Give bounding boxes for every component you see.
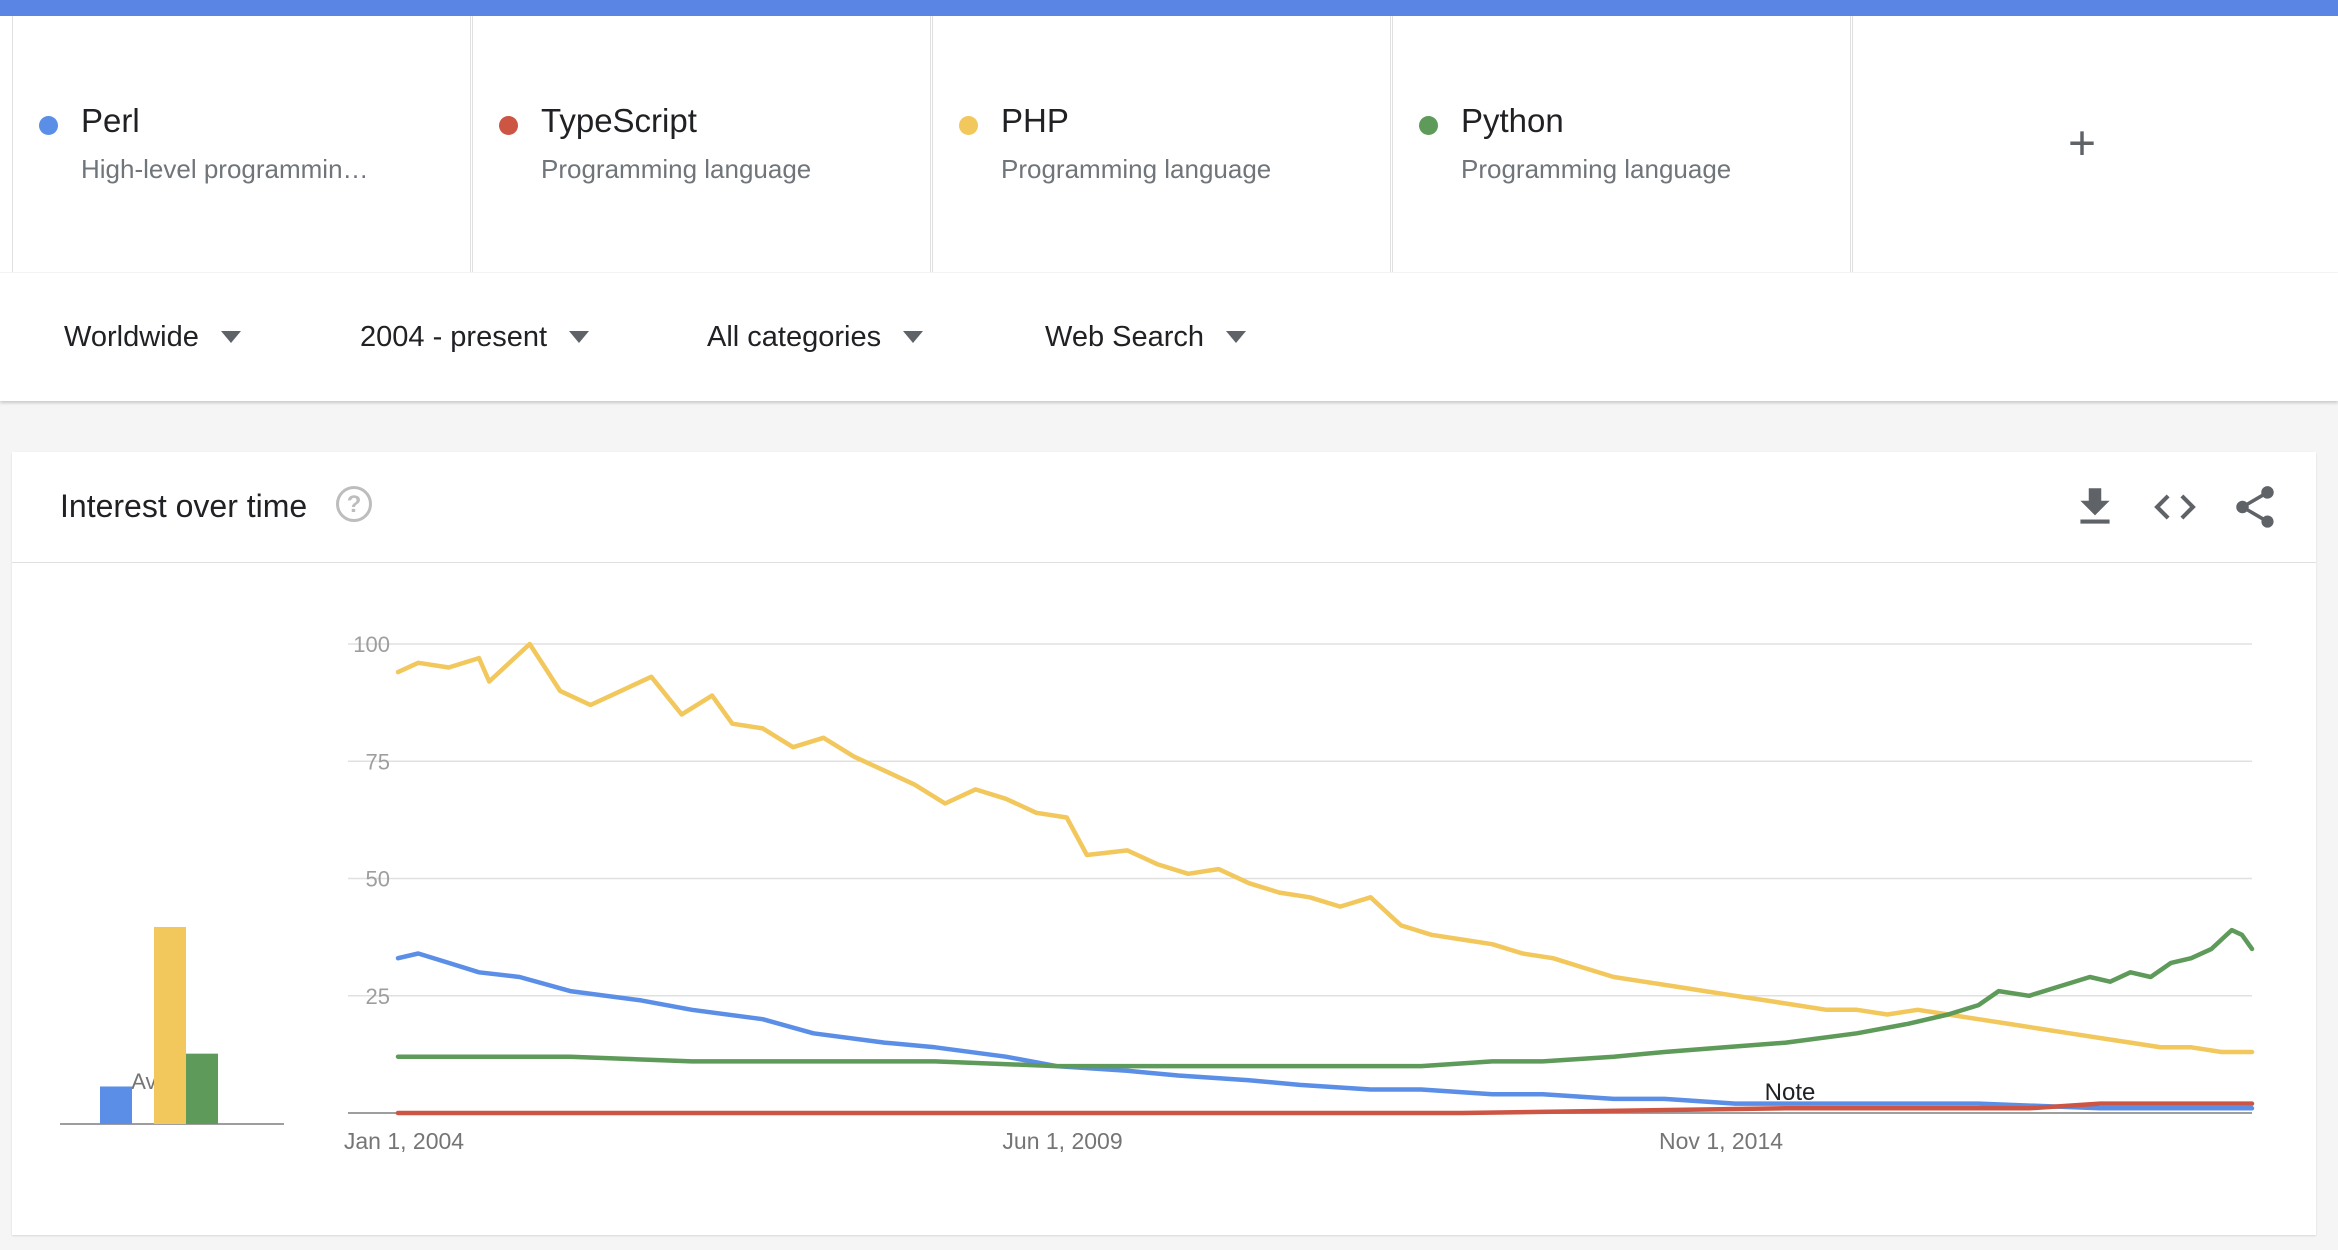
term-card-perl[interactable]: Perl High-level programmin… xyxy=(12,16,471,272)
term-description: High-level programmin… xyxy=(81,154,369,184)
card-title: Interest over time xyxy=(60,488,308,524)
term-description: Programming language xyxy=(541,154,812,184)
filter-label: All categories xyxy=(707,320,882,353)
caret-down-icon xyxy=(220,331,241,343)
y-axis-ticks: 25 50 75 100 xyxy=(353,632,390,1009)
x-axis-ticks: Jan 1, 2004 Jun 1, 2009 Nov 1, 2014 xyxy=(344,1128,1783,1154)
help-icon[interactable]: ? xyxy=(336,486,372,522)
interest-chart: Average 25 50 75 100 Jan 1, 2004 Jun 1, 2009… xyxy=(60,632,2255,1154)
term-card-php[interactable]: PHP Programming language xyxy=(932,16,1391,272)
term-name: Python xyxy=(1461,102,1564,139)
x-tick-label: Nov 1, 2014 xyxy=(1659,1128,1783,1154)
download-icon[interactable] xyxy=(2070,482,2120,532)
region-filter-dropdown[interactable]: Worldwide xyxy=(64,273,241,401)
card-header: Interest over time ? xyxy=(12,452,2316,563)
add-term-button[interactable]: + xyxy=(1852,16,2311,272)
category-dropdown[interactable]: All categories xyxy=(707,273,924,401)
term-color-dot xyxy=(39,116,58,135)
chart-gridlines xyxy=(348,643,2252,1114)
caret-down-icon xyxy=(569,331,590,343)
average-bar-php xyxy=(154,927,186,1124)
term-color-dot xyxy=(499,116,518,135)
series-line-php[interactable] xyxy=(395,641,2255,1055)
term-color-dot xyxy=(959,116,978,135)
filter-label: Web Search xyxy=(1045,320,1205,353)
term-card-python[interactable]: Python Programming language xyxy=(1392,16,1851,272)
interest-over-time-card: Interest over time ? Average 25 50 75 100 J… xyxy=(12,452,2316,1235)
term-name: PHP xyxy=(1001,102,1069,139)
y-tick-label: 75 xyxy=(366,749,390,774)
x-tick-label: Jun 1, 2009 xyxy=(1002,1128,1122,1154)
series-line-python[interactable] xyxy=(395,927,2255,1069)
average-bar-python xyxy=(186,1053,218,1124)
term-color-dot xyxy=(1419,116,1438,135)
top-accent-bar xyxy=(0,0,2338,16)
series-lines xyxy=(395,641,2255,1116)
caret-down-icon xyxy=(903,331,924,343)
filter-label: 2004 - present xyxy=(360,320,548,353)
term-description: Programming language xyxy=(1001,154,1272,184)
y-tick-label: 25 xyxy=(366,984,390,1009)
chart-note-annotation[interactable]: Note xyxy=(1765,1079,1816,1106)
filter-bar: Worldwide 2004 - present All categories … xyxy=(0,273,2338,401)
y-tick-label: 100 xyxy=(353,632,390,657)
filter-label: Worldwide xyxy=(64,320,199,353)
share-icon[interactable] xyxy=(2230,482,2280,532)
average-bar-perl xyxy=(100,1086,132,1124)
term-card-typescript[interactable]: TypeScript Programming language xyxy=(472,16,931,272)
embed-code-icon[interactable] xyxy=(2150,482,2200,532)
y-tick-label: 50 xyxy=(366,867,390,892)
x-tick-label: Jan 1, 2004 xyxy=(344,1128,464,1154)
search-type-dropdown[interactable]: Web Search xyxy=(1045,273,1247,401)
term-description: Programming language xyxy=(1461,154,1732,184)
average-bars: Average xyxy=(60,927,284,1125)
term-name: TypeScript xyxy=(541,102,697,139)
series-line-typescript[interactable] xyxy=(395,1101,2255,1116)
compare-terms-bar: Perl High-level programmin… TypeScript P… xyxy=(0,16,2338,272)
term-name: Perl xyxy=(81,102,140,139)
plus-icon: + xyxy=(2067,117,2097,171)
caret-down-icon xyxy=(1226,331,1247,343)
time-range-dropdown[interactable]: 2004 - present xyxy=(360,273,590,401)
series-line-perl[interactable] xyxy=(395,951,2255,1111)
